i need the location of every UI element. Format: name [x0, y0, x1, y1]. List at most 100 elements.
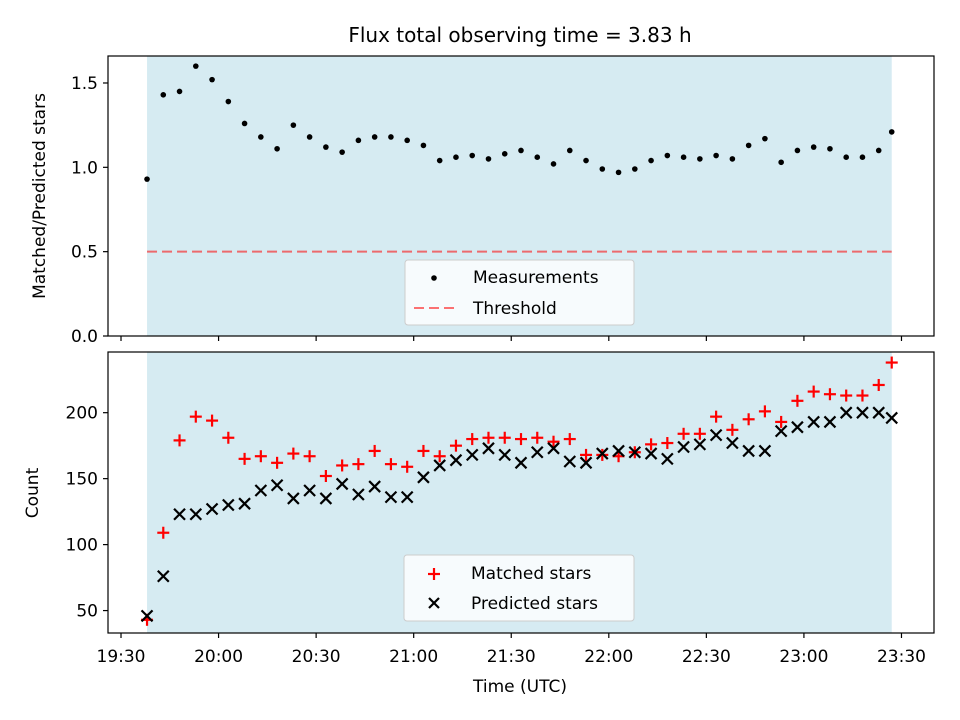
- measurement-point: [888, 129, 895, 135]
- measurement-point: [404, 137, 410, 144]
- measurement-point: [485, 156, 492, 162]
- legend-matched-marker: [428, 568, 440, 580]
- predicted-star-point: [530, 445, 544, 459]
- matched-stars-points: [141, 356, 898, 626]
- matched-star-point: [775, 415, 788, 428]
- matched-star-point: [840, 389, 853, 402]
- predicted-star-point: [482, 442, 495, 455]
- predicted-star-point: [856, 406, 869, 419]
- measurement-point: [745, 142, 752, 149]
- time-x-tick-label: 21:00: [389, 647, 438, 667]
- ratio-y-tick-label: 1.5: [71, 74, 98, 94]
- measurement-point: [810, 144, 817, 150]
- predicted-star-point: [612, 444, 625, 458]
- measurement-point: [680, 154, 687, 161]
- ratio-panel-frame: [107, 55, 935, 337]
- time-x-ticks: 19:30 20:00 20:30 21:00 21:30 22:00 22:30 23:00…: [97, 633, 926, 667]
- ratio-legend-box: [404, 259, 635, 326]
- time-x-tick-label: 19:30: [97, 647, 146, 667]
- measurement-point: [209, 76, 215, 83]
- matched-star-point: [885, 356, 898, 369]
- matched-star-point: [872, 378, 885, 391]
- legend-matched-label: Matched stars: [471, 564, 591, 584]
- ratio-y-tick-label: 0.5: [71, 243, 98, 263]
- matched-star-point: [254, 450, 267, 463]
- predicted-star-point: [807, 415, 820, 429]
- matched-star-point: [677, 427, 690, 440]
- count-y-tick-label: 150: [66, 470, 98, 490]
- predicted-star-point: [677, 440, 690, 454]
- predicted-star-point: [287, 492, 300, 505]
- ratio-y-ticks: 0.0 0.5 1.0 1.5: [71, 74, 108, 347]
- predicted-star-point: [596, 447, 609, 460]
- measurement-point: [388, 134, 394, 140]
- predicted-star-point: [693, 438, 707, 451]
- count-legend-box: [403, 554, 635, 622]
- matched-star-point: [661, 437, 674, 450]
- predicted-star-point: [173, 507, 186, 521]
- predicted-star-point: [498, 448, 512, 462]
- predicted-star-point: [644, 447, 658, 460]
- time-x-tick-label: 20:30: [292, 647, 341, 667]
- time-x-tick-label: 22:00: [584, 647, 633, 667]
- measurement-point: [859, 154, 866, 161]
- measurement-points: [144, 63, 895, 182]
- matched-star-point: [547, 435, 560, 448]
- matched-star-point: [206, 414, 219, 427]
- measurement-point: [875, 147, 882, 154]
- predicted-star-point: [157, 569, 170, 583]
- legend-predicted-label: Predicted stars: [471, 594, 598, 614]
- matched-star-point: [173, 434, 186, 447]
- predicted-star-point: [774, 424, 788, 438]
- measurement-point: [534, 154, 541, 161]
- measurement-point: [843, 154, 849, 161]
- ratio-legend: Measurements Threshold: [404, 259, 635, 326]
- measurement-point: [518, 147, 524, 154]
- measurement-point: [566, 147, 573, 154]
- predicted-star-point: [791, 420, 804, 434]
- legend-measurements-label: Measurements: [473, 268, 599, 288]
- predicted-star-point: [417, 471, 430, 484]
- predicted-star-point: [839, 406, 853, 419]
- legend-measurement-marker: [431, 275, 437, 281]
- predicted-star-point: [547, 442, 560, 455]
- measurement-point: [323, 144, 329, 150]
- ratio-y-tick-label: 1.0: [71, 158, 98, 178]
- measurement-point: [827, 145, 833, 152]
- count-panel: 50 100 150 200 19:30 20:00 20:30 21:00 21:30 22:…: [23, 351, 935, 697]
- predicted-star-point: [758, 444, 772, 458]
- predicted-star-point: [449, 453, 463, 467]
- predicted-star-point: [823, 415, 837, 429]
- measurement-point: [697, 156, 703, 162]
- measurement-point: [794, 147, 801, 154]
- time-x-tick-label: 23:30: [877, 647, 926, 667]
- matched-star-point: [758, 405, 771, 418]
- legend-predicted-marker: [428, 597, 440, 609]
- predicted-star-point: [579, 456, 593, 470]
- predicted-star-point: [238, 497, 251, 510]
- measurement-point: [193, 63, 199, 69]
- matched-star-point: [189, 410, 202, 423]
- predicted-star-point: [222, 498, 235, 512]
- count-y-tick-label: 50: [76, 602, 98, 622]
- time-x-tick-label: 20:00: [194, 647, 243, 667]
- measurement-point: [274, 145, 280, 152]
- measurement-point: [599, 166, 606, 172]
- matched-star-point: [287, 447, 300, 460]
- predicted-star-point: [661, 452, 674, 466]
- measurement-point: [583, 157, 589, 164]
- matched-star-point: [580, 448, 593, 461]
- matched-star-point: [531, 431, 544, 444]
- matched-star-point: [319, 470, 332, 483]
- measurement-point: [371, 134, 378, 140]
- predicted-star-point: [628, 445, 642, 459]
- measurement-point: [144, 176, 150, 182]
- ratio-y-tick-label: 0.0: [71, 327, 98, 347]
- matched-star-point: [693, 427, 706, 440]
- measurement-point: [713, 152, 719, 159]
- ratio-x-ticks: [120, 336, 903, 341]
- ratio-panel: 0.0 0.5 1.0 1.5 Matched/Predicted stars Mea…: [30, 55, 935, 347]
- predicted-star-point: [254, 484, 268, 497]
- predicted-star-point: [270, 478, 284, 492]
